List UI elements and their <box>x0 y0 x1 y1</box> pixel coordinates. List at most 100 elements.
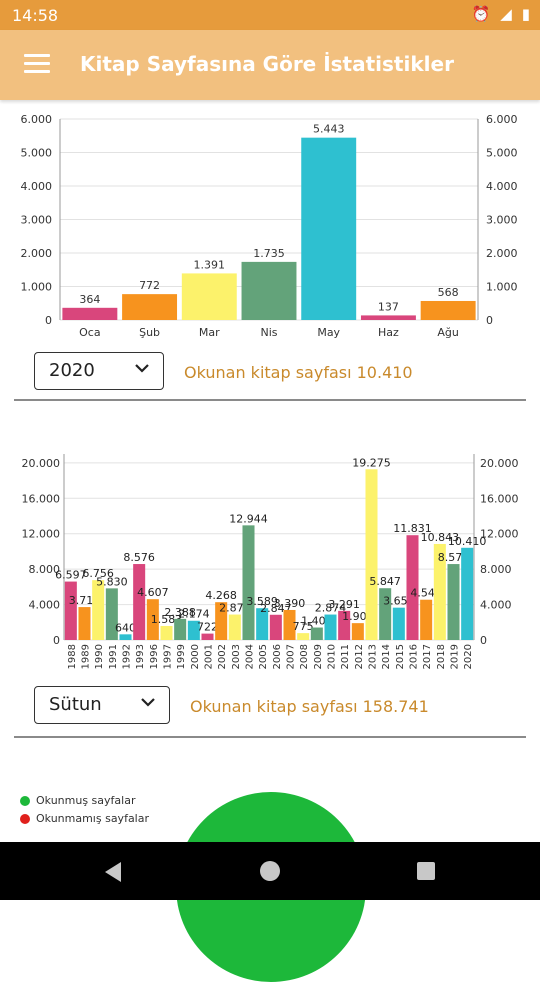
bar-value-label: 3.291 <box>328 598 360 611</box>
y-tick-label-left: 2.000 <box>21 247 53 260</box>
y-tick-label-right: 4.000 <box>480 599 512 612</box>
alarm-icon: ⏰ <box>471 5 491 23</box>
chart-type-select-value: Sütun <box>49 694 102 715</box>
bar-value-label: 5.847 <box>369 575 401 588</box>
y-tick-label-right: 6.000 <box>486 113 518 126</box>
y-tick-label-left: 6.000 <box>21 113 53 126</box>
bar-value-label: 12.944 <box>229 512 268 525</box>
status-icons: ⏰ ◢ ▮ <box>472 5 531 23</box>
bar <box>461 547 474 640</box>
x-tick-label: 1991 <box>108 644 119 669</box>
x-tick-label: 1992 <box>122 644 133 669</box>
bar <box>242 525 255 640</box>
bar <box>241 261 297 320</box>
bar <box>433 543 446 640</box>
y-tick-label-left: 16.000 <box>22 492 61 505</box>
x-tick-label: 2020 <box>463 644 474 669</box>
bar <box>283 609 296 640</box>
wifi-icon: ◢ <box>500 5 512 23</box>
bar <box>146 599 159 640</box>
bar <box>420 300 476 320</box>
y-tick-label-left: 1.000 <box>21 281 53 294</box>
x-tick-label: Ağu <box>437 326 458 339</box>
home-icon[interactable] <box>260 861 280 881</box>
bar <box>92 580 105 640</box>
bar <box>301 137 357 320</box>
y-tick-label-right: 2.000 <box>486 247 518 260</box>
monthly-bar-chart: 0 0 1.000 1.000 2.000 2.000 3.000 3.000 4.000 4.0… <box>21 113 518 339</box>
x-tick-label: 2010 <box>327 644 338 669</box>
x-tick-label: 2003 <box>231 644 242 669</box>
page-title: Kitap Sayfasına Göre İstatistikler <box>80 52 454 76</box>
bar <box>122 294 178 320</box>
bar-value-label: 3.390 <box>274 597 306 610</box>
x-tick-label: 2006 <box>272 644 283 669</box>
y-tick-label-left: 5.000 <box>21 147 53 160</box>
x-tick-label: 1993 <box>135 644 146 669</box>
legend-read-dot <box>20 795 30 806</box>
y-tick-label-right: 8.000 <box>480 563 512 576</box>
bar-value-label: 1.391 <box>194 258 226 271</box>
x-tick-label: 2015 <box>395 644 406 669</box>
y-tick-label-right: 0 <box>480 634 487 647</box>
x-tick-label: 2000 <box>190 644 201 669</box>
bar <box>310 627 323 640</box>
bar-value-label: 10.843 <box>421 531 460 544</box>
bar-value-label: 5.830 <box>96 575 128 588</box>
bar-value-label: 10.410 <box>448 535 487 548</box>
bar <box>228 614 241 640</box>
bar <box>338 610 351 640</box>
yearly-summary: Okunan kitap sayfası 158.741 <box>190 697 429 716</box>
bar <box>201 633 214 640</box>
bar-value-label: 568 <box>438 286 459 299</box>
bar <box>297 633 310 640</box>
x-tick-label: 1988 <box>67 644 78 669</box>
app-bar: Kitap Sayfasına Göre İstatistikler <box>0 30 540 100</box>
hamburger-menu-icon[interactable] <box>24 54 50 74</box>
bar-value-label: 3.589 <box>246 595 278 608</box>
y-tick-label-right: 3.000 <box>486 214 518 227</box>
chart-type-select[interactable]: Sütun <box>34 686 170 724</box>
y-tick-label-right: 5.000 <box>486 147 518 160</box>
y-tick-label-right: 20.000 <box>480 457 519 470</box>
y-tick-label-left: 0 <box>45 314 52 327</box>
x-tick-label: Nis <box>260 326 277 339</box>
year-select[interactable]: 2020 <box>34 352 164 390</box>
x-tick-label: Mar <box>199 326 220 339</box>
legend-unread-dot <box>20 813 30 824</box>
x-tick-label: 2008 <box>299 644 310 669</box>
x-tick-label: Şub <box>139 326 160 339</box>
y-tick-label-left: 12.000 <box>22 528 61 541</box>
bar <box>215 602 228 640</box>
y-tick-label-right: 4.000 <box>486 180 518 193</box>
x-tick-label: 2012 <box>354 644 365 669</box>
x-tick-label: May <box>317 326 340 339</box>
bar-value-label: 6.597 <box>55 569 87 582</box>
section-divider <box>14 736 526 738</box>
yearly-bar-chart: 0 0 4.000 4.000 8.000 8.000 12.000 12.000 16.000… <box>22 454 519 669</box>
back-icon[interactable] <box>105 862 121 882</box>
bar <box>365 469 378 640</box>
bar <box>406 535 419 640</box>
legend-read: Okunmuş sayfalar <box>20 794 135 807</box>
bar-value-label: 11.831 <box>393 522 432 535</box>
x-tick-label: 2009 <box>313 644 324 669</box>
legend-unread-label: Okunmamış sayfalar <box>36 812 150 825</box>
bar <box>133 564 146 640</box>
bar <box>160 625 173 640</box>
bar <box>64 581 77 640</box>
y-tick-label-right: 12.000 <box>480 528 519 541</box>
bar-value-label: 722 <box>197 621 218 634</box>
bar <box>269 614 282 640</box>
bar <box>78 607 91 640</box>
x-tick-label: 2019 <box>450 644 461 669</box>
monthly-summary: Okunan kitap sayfası 10.410 <box>184 363 413 382</box>
bar-value-label: 5.443 <box>313 123 345 136</box>
legend-unread: Okunmamış sayfalar <box>20 812 149 825</box>
y-tick-label-left: 20.000 <box>22 457 61 470</box>
x-tick-label: 2014 <box>381 644 392 669</box>
bar <box>62 307 118 320</box>
recents-icon[interactable] <box>417 862 435 880</box>
bar-value-label: 4.607 <box>137 586 169 599</box>
legend-read-label: Okunmuş sayfalar <box>36 794 136 807</box>
